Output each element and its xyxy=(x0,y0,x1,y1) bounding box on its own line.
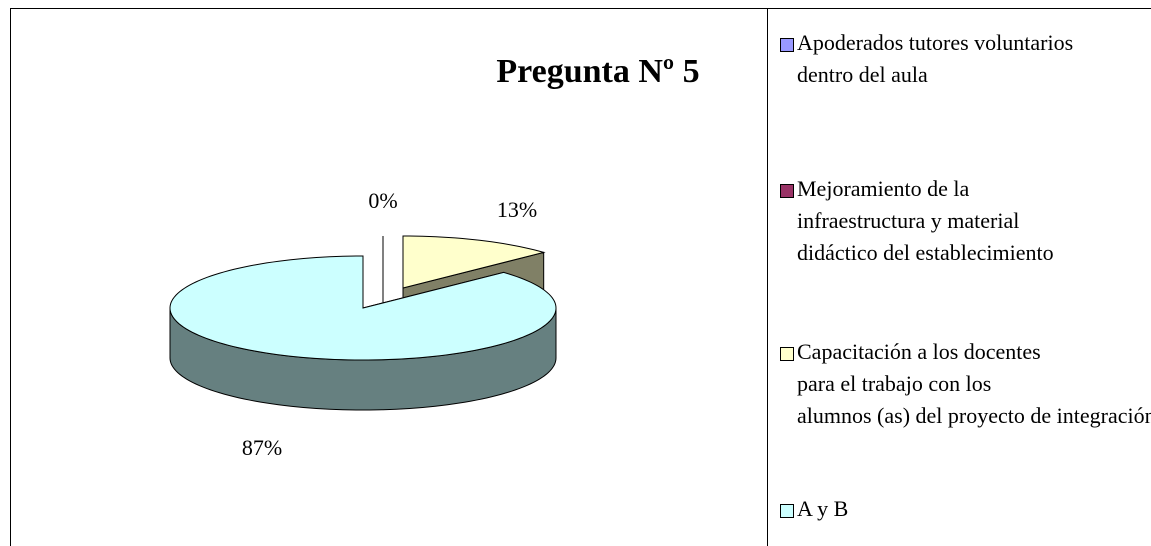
legend-label: A y B xyxy=(797,496,848,521)
legend-label-line: didáctico del establecimiento xyxy=(797,240,1054,265)
legend-label-line: infraestructura y material xyxy=(797,208,1025,233)
pie-slice xyxy=(402,235,546,289)
chart-title: Pregunta Nº 5 xyxy=(496,53,699,90)
legend-swatch xyxy=(780,38,794,52)
legend-label-line: Apoderados tutores voluntarios xyxy=(797,30,1079,55)
data-label: 13% xyxy=(497,197,537,222)
legend-label: Mejoramiento de la infraestructura y mat… xyxy=(797,176,1054,265)
legend-label-line: alumnos (as) del proyecto de integración xyxy=(797,403,1151,428)
data-label: 87% xyxy=(242,435,282,460)
pie-tops xyxy=(169,235,557,361)
legend-swatch xyxy=(780,184,794,198)
legend: Apoderados tutores voluntarios dentro de… xyxy=(780,30,1151,521)
legend-label-line: Mejoramiento de la xyxy=(797,176,975,201)
legend-label-line: A y B xyxy=(797,496,848,521)
pie: 0% 13% 87% xyxy=(169,188,557,460)
legend-label-line: dentro del aula xyxy=(797,62,928,87)
legend-label-line: para el trabajo con los xyxy=(797,371,997,396)
data-label: 0% xyxy=(368,188,397,213)
legend-swatch xyxy=(780,347,794,361)
legend-label-line: Capacitación a los docentes xyxy=(797,339,1046,364)
pie-slice xyxy=(169,255,557,361)
legend-label: Capacitación a los docentes para el trab… xyxy=(797,339,1151,428)
legend-swatch xyxy=(780,504,794,518)
legend-label: Apoderados tutores voluntarios dentro de… xyxy=(797,30,1079,87)
